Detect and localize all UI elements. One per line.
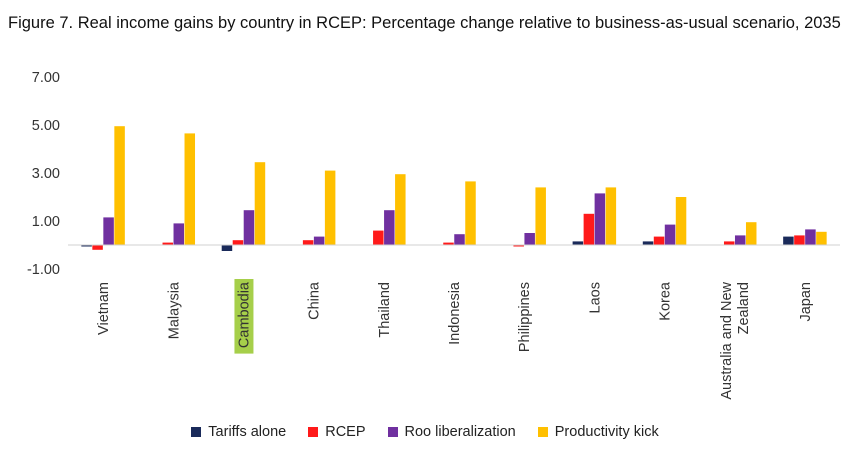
bar bbox=[232, 240, 244, 245]
bar bbox=[92, 245, 103, 250]
x-tick-label-line: Thailand bbox=[377, 282, 393, 338]
legend-item: Roo liberalization bbox=[387, 424, 516, 440]
bar bbox=[395, 174, 406, 245]
bar bbox=[373, 230, 384, 245]
bar bbox=[783, 236, 794, 245]
bar bbox=[605, 187, 617, 245]
bar bbox=[103, 217, 114, 245]
legend-item: RCEP bbox=[308, 424, 366, 440]
bar-chart: 7.00 5.00 3.00 1.00 -1.00 Vietnam Malaysia Cam… bbox=[27, 70, 840, 400]
bar bbox=[745, 222, 757, 245]
bar bbox=[572, 241, 584, 245]
x-tick-label: Indonesia bbox=[447, 281, 463, 345]
x-tick-label: Malaysia bbox=[166, 281, 182, 339]
legend-swatch bbox=[191, 427, 202, 437]
bar bbox=[302, 240, 314, 245]
bar bbox=[816, 231, 827, 245]
y-tick-label: 3.00 bbox=[32, 166, 60, 182]
bar bbox=[384, 210, 395, 245]
bar bbox=[184, 133, 196, 245]
x-tick-label-line: Philippines bbox=[517, 282, 533, 352]
legend-item: Productivity kick bbox=[537, 424, 659, 440]
bar bbox=[81, 245, 92, 247]
bar bbox=[524, 233, 535, 245]
bar bbox=[114, 126, 125, 245]
bar bbox=[723, 241, 735, 245]
legend-label: Productivity kick bbox=[554, 424, 659, 440]
x-tick-label-line: Australia and New bbox=[719, 281, 735, 399]
x-tick-label: Australia and New Zealand bbox=[719, 281, 752, 399]
bar bbox=[313, 236, 325, 245]
x-tick-label: China bbox=[307, 281, 323, 320]
legend-label: Roo liberalization bbox=[404, 424, 516, 440]
y-tick-label: 5.00 bbox=[32, 118, 60, 134]
bar bbox=[675, 197, 687, 245]
bar bbox=[254, 162, 266, 245]
bar bbox=[162, 242, 174, 245]
legend-item: Tariffs alone bbox=[191, 424, 286, 440]
bar bbox=[443, 242, 454, 245]
x-tick-label: Korea bbox=[658, 281, 674, 321]
y-tick-label: 7.00 bbox=[32, 70, 60, 86]
bar bbox=[583, 213, 595, 245]
bar bbox=[221, 245, 233, 251]
bar bbox=[465, 181, 476, 245]
highlight-box bbox=[234, 279, 254, 354]
bar bbox=[324, 170, 336, 245]
x-tick-label: Laos bbox=[587, 282, 603, 313]
bar bbox=[454, 234, 465, 245]
x-tick-label-line: China bbox=[307, 281, 323, 320]
x-tick-label-line: Malaysia bbox=[166, 281, 182, 339]
x-tick-label-line: Laos bbox=[587, 282, 603, 313]
y-tick-label: -1.00 bbox=[27, 262, 60, 278]
x-tick-label-line: Japan bbox=[798, 282, 814, 322]
x-tick-label-line: Korea bbox=[658, 281, 674, 321]
bar bbox=[642, 241, 654, 245]
legend-label: RCEP bbox=[325, 424, 366, 440]
x-tick-label-line: Vietnam bbox=[96, 282, 112, 335]
legend-swatch bbox=[537, 427, 548, 437]
bar bbox=[173, 223, 185, 245]
y-axis: 7.00 5.00 3.00 1.00 -1.00 bbox=[27, 70, 60, 278]
x-tick-label: Thailand bbox=[377, 282, 393, 338]
bar bbox=[734, 235, 746, 245]
x-tick-label: Japan bbox=[798, 282, 814, 322]
x-tick-label: Philippines bbox=[517, 282, 533, 352]
legend-swatch bbox=[308, 427, 319, 437]
legend-label: Tariffs alone bbox=[208, 424, 287, 440]
x-tick-label-line: Zealand bbox=[736, 282, 752, 334]
bar bbox=[535, 187, 546, 245]
bars bbox=[81, 126, 827, 251]
bar bbox=[243, 210, 255, 245]
x-tick-label: Vietnam bbox=[96, 282, 112, 335]
bar bbox=[513, 245, 524, 247]
bar bbox=[664, 224, 676, 245]
x-tick-label-line: Indonesia bbox=[447, 281, 463, 345]
legend: Tariffs alone RCEP Roo liberalization Produ… bbox=[0, 424, 850, 440]
bar bbox=[653, 236, 665, 245]
x-tick-labels: Vietnam Malaysia Cambodia China Thailand Indo… bbox=[96, 279, 814, 400]
bar bbox=[594, 193, 606, 245]
bar bbox=[794, 235, 805, 245]
y-tick-label: 1.00 bbox=[32, 214, 60, 230]
x-tick-label: Cambodia bbox=[234, 279, 254, 354]
x-tick-label-line: Cambodia bbox=[236, 281, 252, 348]
legend-swatch bbox=[387, 427, 398, 437]
bar bbox=[805, 229, 816, 245]
chart-title: Figure 7. Real income gains by country i… bbox=[8, 14, 841, 32]
